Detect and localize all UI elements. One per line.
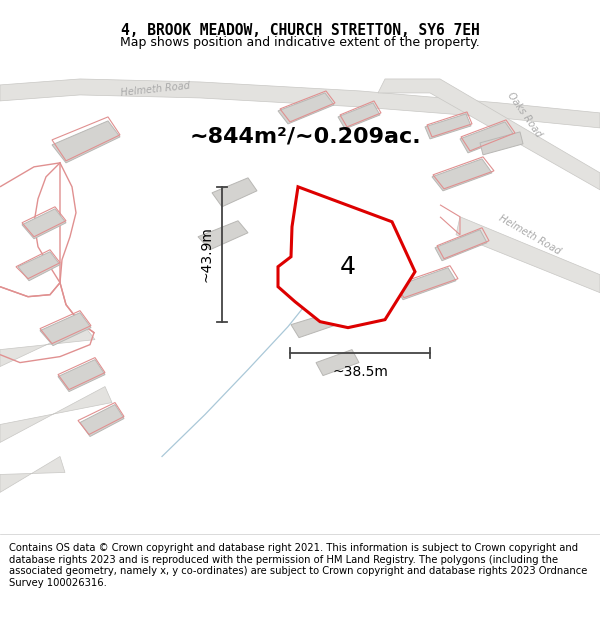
- Polygon shape: [278, 187, 415, 328]
- Polygon shape: [432, 159, 492, 191]
- Polygon shape: [0, 327, 95, 367]
- Text: Contains OS data © Crown copyright and database right 2021. This information is : Contains OS data © Crown copyright and d…: [9, 543, 587, 588]
- Polygon shape: [22, 209, 66, 239]
- Polygon shape: [0, 456, 65, 493]
- Text: Oaks Road: Oaks Road: [506, 91, 544, 139]
- Polygon shape: [456, 217, 600, 292]
- Polygon shape: [395, 268, 456, 299]
- Text: ~844m²/~0.209ac.: ~844m²/~0.209ac.: [189, 127, 421, 147]
- Text: Helmeth Road: Helmeth Road: [120, 81, 190, 98]
- Polygon shape: [338, 103, 380, 129]
- Polygon shape: [52, 121, 120, 163]
- Polygon shape: [480, 132, 523, 155]
- Polygon shape: [378, 79, 600, 190]
- Polygon shape: [198, 221, 248, 250]
- Polygon shape: [0, 387, 112, 442]
- Text: 4, BROOK MEADOW, CHURCH STRETTON, SY6 7EH: 4, BROOK MEADOW, CHURCH STRETTON, SY6 7E…: [121, 23, 479, 38]
- Polygon shape: [278, 93, 334, 124]
- Polygon shape: [212, 178, 257, 207]
- Polygon shape: [460, 122, 514, 153]
- Polygon shape: [291, 312, 337, 338]
- Polygon shape: [425, 114, 471, 139]
- Text: 4: 4: [340, 255, 356, 279]
- Polygon shape: [40, 312, 91, 346]
- Text: Helmeth Road: Helmeth Road: [497, 213, 563, 256]
- Polygon shape: [58, 359, 105, 391]
- Polygon shape: [18, 252, 60, 281]
- Polygon shape: [80, 404, 124, 436]
- Polygon shape: [435, 230, 487, 261]
- Polygon shape: [0, 79, 600, 128]
- Text: ~43.9m: ~43.9m: [200, 226, 214, 282]
- Polygon shape: [316, 349, 359, 376]
- Text: Map shows position and indicative extent of the property.: Map shows position and indicative extent…: [120, 36, 480, 49]
- Text: ~38.5m: ~38.5m: [332, 364, 388, 379]
